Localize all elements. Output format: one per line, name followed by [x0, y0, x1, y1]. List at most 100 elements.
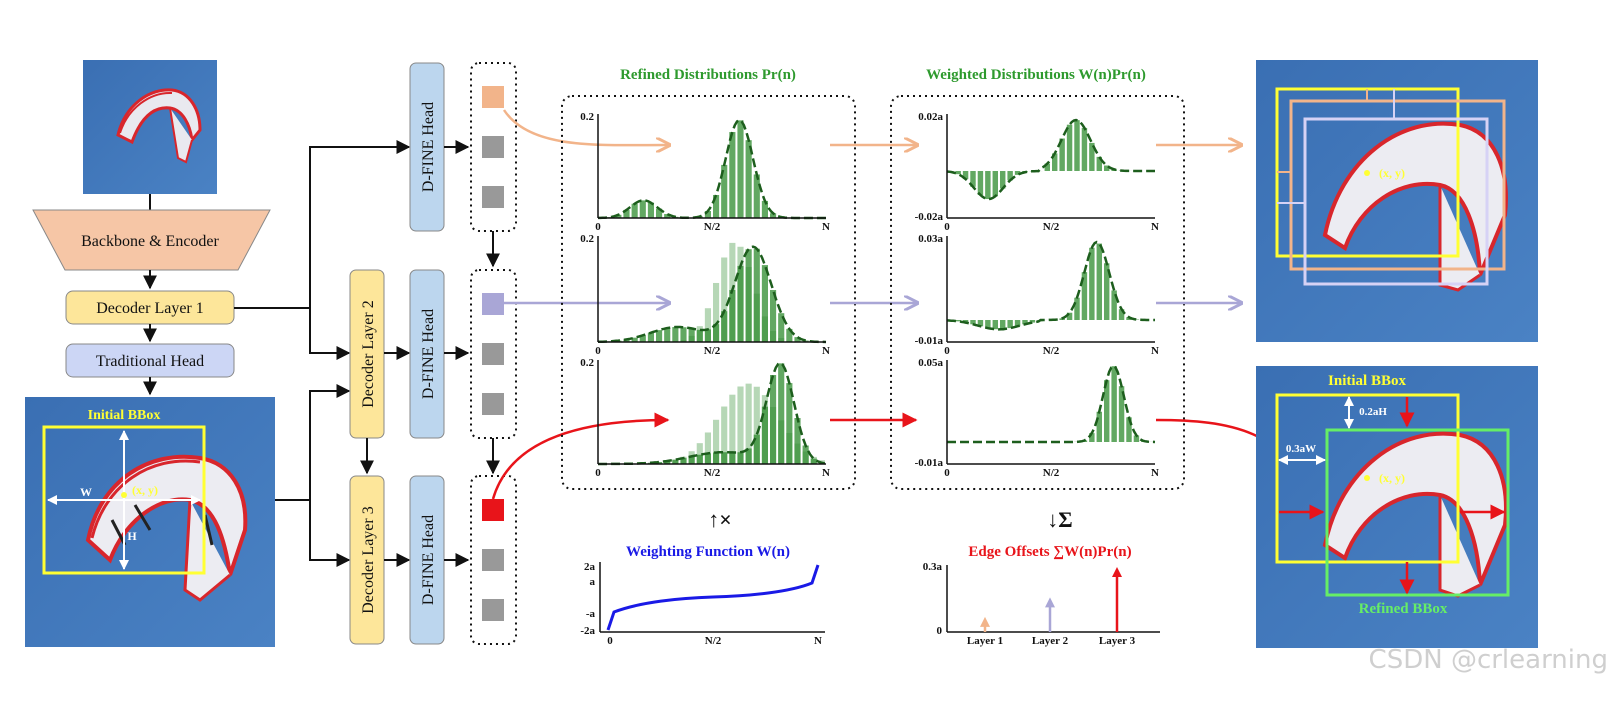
refined-plot-3-bar	[688, 456, 695, 464]
refined-plot-2-xtick: N	[822, 345, 830, 357]
weighted-plot-1-bar	[1007, 171, 1013, 181]
weighted-plot-2-bar	[977, 320, 984, 327]
offsets-title: Edge Offsets ∑W(n)Pr(n)	[968, 544, 1131, 560]
weighted-plot-1-bar	[977, 171, 984, 195]
refined-plot-3-bar	[753, 434, 760, 464]
dfine-head-2-label: D-FINE Head	[420, 309, 437, 399]
weighted-plot-2-bar	[1000, 320, 1006, 330]
refined-plot-2-ghost-bar	[713, 282, 720, 342]
w-ytick-neg-a: -a	[586, 608, 596, 620]
refined-plot-3-bar	[802, 445, 809, 464]
refined-plot-3-bar	[737, 452, 744, 464]
decoder1-label: Decoder Layer 1	[96, 300, 204, 317]
decoder2-label: Decoder Layer 2	[360, 300, 377, 408]
offset-category-3: Layer 3	[1099, 635, 1136, 647]
weighted-plot-3: 0 N/2 N 0.05a -0.01a	[915, 357, 1159, 479]
weighted-plot-1-bar	[1066, 124, 1073, 171]
weighted-plot-1-bar	[1104, 165, 1110, 171]
weighted-plot-2: 0 N/2 N 0.03a -0.01a	[915, 233, 1159, 357]
offset-bar-head-3	[1112, 567, 1122, 577]
weighted-plot-3-ytick-min: -0.01a	[915, 457, 944, 469]
weighted-plot-1-bar	[962, 171, 969, 180]
refined-plot-3-bar	[761, 406, 768, 464]
weighted-plot-2-bar	[1096, 243, 1102, 320]
weighted-plot-1-bar	[1000, 171, 1006, 189]
refined-plot-2-bar	[696, 329, 703, 342]
weighted-title: Weighted Distributions W(n)Pr(n)	[926, 67, 1146, 83]
refined-plot-1-bar	[745, 140, 752, 218]
refined-plot-3-ghost-bar	[745, 383, 752, 464]
refined-plot-2-bar	[786, 328, 793, 342]
refined-plot-2-bar	[664, 328, 671, 342]
offset-bar-head-1	[980, 616, 990, 627]
refined-plot-1-bar	[753, 174, 760, 218]
token-column-2	[470, 269, 517, 439]
refined-plot-3-bar	[672, 459, 679, 464]
refined-title: Refined Distributions Pr(n)	[620, 67, 796, 83]
weighted-plot-1-bar	[1096, 156, 1102, 171]
w-xtick-mid: N/2	[705, 635, 722, 647]
refined-plot-1-xtick: 0	[595, 221, 601, 233]
refined-plot-3-xtick: 0	[595, 467, 601, 479]
offsets-ytick-top: 0.3a	[923, 561, 943, 573]
left-offset-label: 0.3aW	[1286, 443, 1316, 455]
refined-plot-3-bar	[778, 363, 785, 464]
refined-plot-1-xtick: N/2	[704, 221, 721, 233]
refined-plot-3-bar	[794, 418, 801, 464]
refined-plot-2-bar	[672, 327, 679, 342]
offset-bar-head-2	[1045, 597, 1055, 608]
refined-plot-3-ghost-bar	[729, 394, 736, 464]
refined-plots: 0 N/2 N0.20 N/2 N0.20 N/2 N0.2	[580, 111, 830, 479]
token-column-3	[470, 475, 517, 645]
refined-plot-2-bar	[631, 337, 638, 342]
refined-distributions-panel: Refined Distributions Pr(n) 0 N/2 N0.20 N/2…	[561, 67, 856, 490]
weighted-plot-1-bar	[1089, 142, 1095, 171]
offsets-op: ↓Σ	[1047, 507, 1072, 532]
center-point	[121, 492, 127, 498]
refined-plot-1: 0 N/2 N 0.2	[580, 111, 830, 233]
center-label: (x, y)	[132, 483, 158, 497]
refined-plot-1-xtick: N	[822, 221, 830, 233]
dfine-head-1-label: D-FINE Head	[420, 102, 437, 192]
weighted-plot-2-bar	[1066, 312, 1073, 320]
refined-plot-3-bar	[704, 453, 711, 464]
offsets-ytick-zero: 0	[937, 625, 943, 637]
weighted-distributions-panel: Weighted Distributions W(n)Pr(n) 0 N/2 N 0.…	[890, 67, 1185, 490]
weighted-plot-3-bar	[1104, 380, 1110, 442]
refined-plot-3-ghost-bar	[721, 406, 728, 464]
refined-plot-3-bar	[786, 383, 793, 464]
refined-plot-1-bar	[623, 209, 630, 218]
refined-plot-3-ghost-bar	[753, 386, 760, 464]
weighted-plot-2-xtick: 0	[944, 345, 950, 357]
offset-category-1: Layer 1	[967, 635, 1003, 647]
weighted-plot-2-bar	[992, 320, 998, 330]
refined-plot-1-bar	[639, 200, 646, 218]
refined-plot-1-bar	[656, 208, 663, 218]
refined-plot-3-ghost-bar	[696, 443, 703, 464]
top-offset-label: 0.2aH	[1359, 406, 1387, 418]
weighted-plot-2-bar	[955, 320, 961, 322]
weighted-plot-3-bar	[1118, 386, 1125, 442]
weighted-plot-1-curve	[946, 118, 1155, 201]
backbone-encoder-block	[32, 209, 271, 271]
refined-plot-3-bar	[713, 452, 720, 464]
offset-category-2: Layer 2	[1032, 635, 1069, 647]
weighted-plot-3-ytick-max: 0.05a	[918, 357, 943, 369]
refined-plot-2-bar	[770, 289, 777, 342]
weighted-plot-2-ytick-max: 0.03a	[918, 233, 943, 245]
backbone-label: Backbone & Encoder	[81, 233, 219, 250]
w-ytick-2a: 2a	[584, 561, 596, 573]
refined-plot-1-bar	[664, 214, 671, 218]
weighted-plot-1-ytick-min: -0.02a	[915, 211, 944, 223]
refined-plot-3-bar	[721, 452, 728, 464]
refined-plot-3-bar	[696, 454, 703, 464]
weighted-plot-2-bar	[1029, 320, 1036, 323]
weighted-plot-2-bar	[970, 320, 976, 325]
weighted-plot-3-xtick: N/2	[1043, 467, 1060, 479]
weighted-plot-2-bar	[1081, 272, 1088, 320]
top-layer1-bbox	[1289, 99, 1506, 271]
pipeline: Backbone & Encoder Decoder Layer 1 Tradi…	[25, 60, 668, 647]
weighted-plot-2-bar	[1014, 320, 1021, 327]
